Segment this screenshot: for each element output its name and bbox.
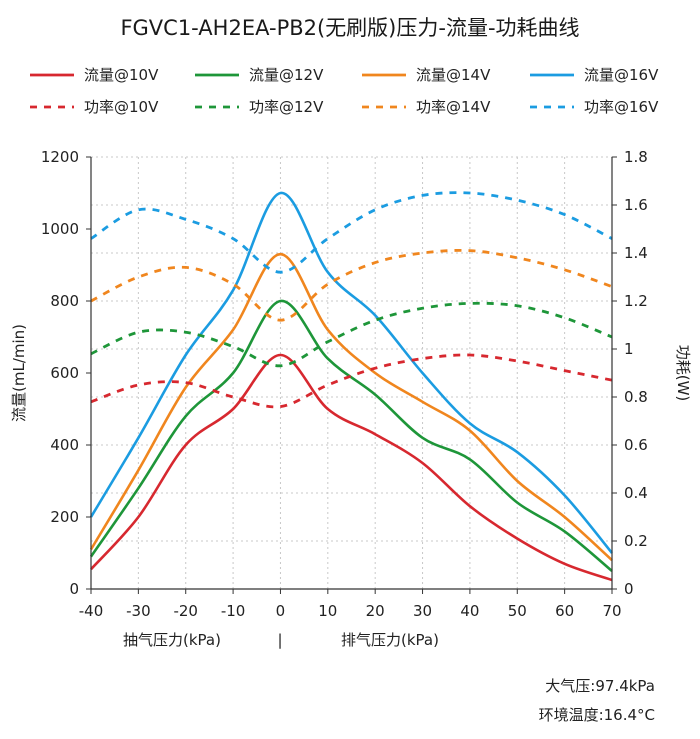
- x-tick-label-2: -20: [173, 602, 198, 620]
- y2-tick-label-7: 1.4: [624, 244, 648, 262]
- x-tick-label-11: 70: [602, 602, 621, 620]
- series-line-7: [90, 191, 613, 274]
- legend-label-5: 功率@12V: [249, 98, 324, 116]
- series-line-5: [90, 301, 613, 368]
- grid: [90, 156, 613, 590]
- y-tick-label-5: 1000: [41, 220, 79, 238]
- y2-tick-label-6: 1.2: [624, 292, 648, 310]
- series-layer: [89, 191, 614, 582]
- x-tick-label-4: 0: [276, 602, 286, 620]
- legend-label-0: 流量@10V: [84, 66, 159, 84]
- atmospheric-pressure-note: 大气压:97.4kPa: [545, 677, 655, 695]
- x-tick-label-1: -30: [126, 602, 151, 620]
- series-line-6: [90, 248, 613, 322]
- y-tick-label-3: 600: [50, 364, 79, 382]
- legend-label-1: 流量@12V: [249, 66, 324, 84]
- legend-label-7: 功率@16V: [584, 98, 659, 116]
- y2-axis-title: 功耗(W): [674, 345, 692, 402]
- x-tick-label-3: -10: [221, 602, 246, 620]
- y-tick-label-2: 400: [50, 436, 79, 454]
- x-axis-title-left: 抽气压力(kPa): [123, 631, 221, 649]
- legend-label-6: 功率@14V: [416, 98, 491, 116]
- y-tick-label-4: 800: [50, 292, 79, 310]
- axes: -40 -30 -20 -10 0 10 20 30 40 50 60 700200400600800…: [41, 148, 648, 620]
- y2-tick-label-1: 0.2: [624, 532, 648, 550]
- series-line-1: [89, 299, 613, 572]
- y2-tick-label-8: 1.6: [624, 196, 648, 214]
- legend-label-2: 流量@14V: [416, 66, 491, 84]
- x-tick-label-7: 30: [413, 602, 432, 620]
- x-tick-label-5: 10: [318, 602, 337, 620]
- x-tick-label-0: -40: [79, 602, 104, 620]
- legend-label-4: 功率@10V: [84, 98, 159, 116]
- y-axis-title: 流量(mL/min): [10, 324, 28, 422]
- y-tick-label-6: 1200: [41, 148, 79, 166]
- x-tick-label-8: 40: [460, 602, 479, 620]
- y2-tick-label-5: 1: [624, 340, 634, 358]
- series-line-0: [90, 353, 613, 582]
- y-tick-label-1: 200: [50, 508, 79, 526]
- series-line-3: [89, 191, 614, 554]
- y2-tick-label-9: 1.8: [624, 148, 648, 166]
- x-axis-title-right: 排气压力(kPa): [341, 631, 439, 649]
- x-tick-label-9: 50: [508, 602, 527, 620]
- legend: 流量@10V 流量@12V 流量@14V 流量@16V 功率@10V 功率@12V 功率@1…: [30, 66, 659, 116]
- x-tick-label-6: 20: [366, 602, 385, 620]
- x-tick-label-10: 60: [555, 602, 574, 620]
- y2-tick-label-2: 0.4: [624, 484, 648, 502]
- x-axis-title-separator: |: [277, 631, 282, 649]
- chart-title: FGVC1-AH2EA-PB2(无刷版)压力-流量-功耗曲线: [120, 16, 579, 40]
- legend-label-3: 流量@16V: [584, 66, 659, 84]
- y2-tick-label-4: 0.8: [624, 388, 648, 406]
- ambient-temperature-note: 环境温度:16.4°C: [539, 706, 655, 724]
- y2-tick-label-0: 0: [624, 580, 634, 598]
- y2-tick-label-3: 0.6: [624, 436, 648, 454]
- series-line-2: [89, 252, 613, 562]
- y-tick-label-0: 0: [69, 580, 79, 598]
